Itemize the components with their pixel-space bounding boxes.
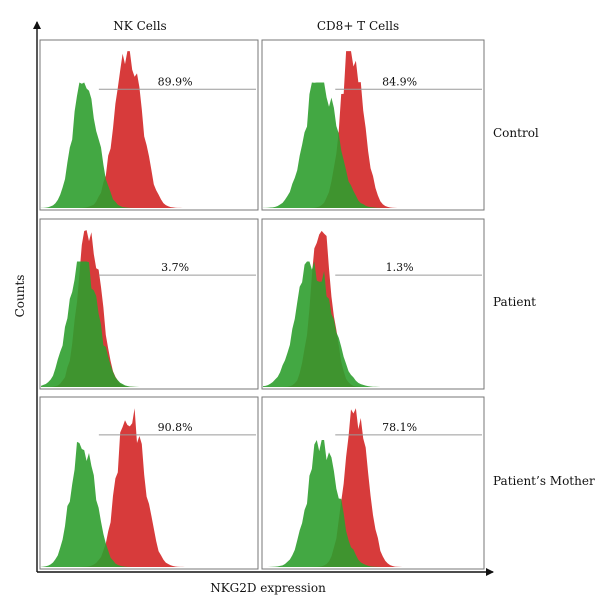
gate-percentage-label: 1.3% xyxy=(386,261,414,274)
panel-patient-s-mother-cd8-t-cells: 78.1% xyxy=(261,396,485,570)
histogram-control xyxy=(41,261,257,387)
column-header-nk-cells: NK Cells xyxy=(113,19,166,33)
histogram-panels: 89.9% 84.9% 3.7% 1.3% 90.8% 78.1% xyxy=(39,39,485,570)
column-header-cd8-t-cells: CD8+ T Cells xyxy=(317,19,399,33)
histogram-control xyxy=(263,261,483,387)
panel-control-cd8-t-cells: 84.9% xyxy=(261,39,485,211)
panel-patient-nk-cells: 3.7% xyxy=(39,218,259,390)
histogram-nkg2d-stain xyxy=(41,51,257,208)
histogram-nkg2d-stain xyxy=(263,408,483,567)
histogram-nkg2d-stain xyxy=(41,408,257,567)
row-label-patient: Patient xyxy=(493,295,536,309)
x-axis-title: NKG2D expression xyxy=(210,581,326,595)
histogram-control xyxy=(263,82,483,208)
gate-percentage-label: 89.9% xyxy=(158,75,193,88)
y-axis-title: Counts xyxy=(13,275,27,318)
row-label-patients-mother: Patient’s Mother xyxy=(493,474,595,488)
gate-percentage-label: 78.1% xyxy=(382,421,417,434)
panel-patient-cd8-t-cells: 1.3% xyxy=(261,218,485,390)
gate-percentage-label: 3.7% xyxy=(161,261,189,274)
histogram-control xyxy=(41,441,257,567)
gate-percentage-label: 84.9% xyxy=(382,75,417,88)
panel-patient-s-mother-nk-cells: 90.8% xyxy=(39,396,259,570)
histogram-control xyxy=(263,439,483,567)
histogram-control xyxy=(41,82,257,208)
gate-percentage-label: 90.8% xyxy=(158,421,193,434)
histogram-nkg2d-stain xyxy=(263,51,483,208)
panel-control-nk-cells: 89.9% xyxy=(39,39,259,211)
row-label-control: Control xyxy=(493,126,539,140)
